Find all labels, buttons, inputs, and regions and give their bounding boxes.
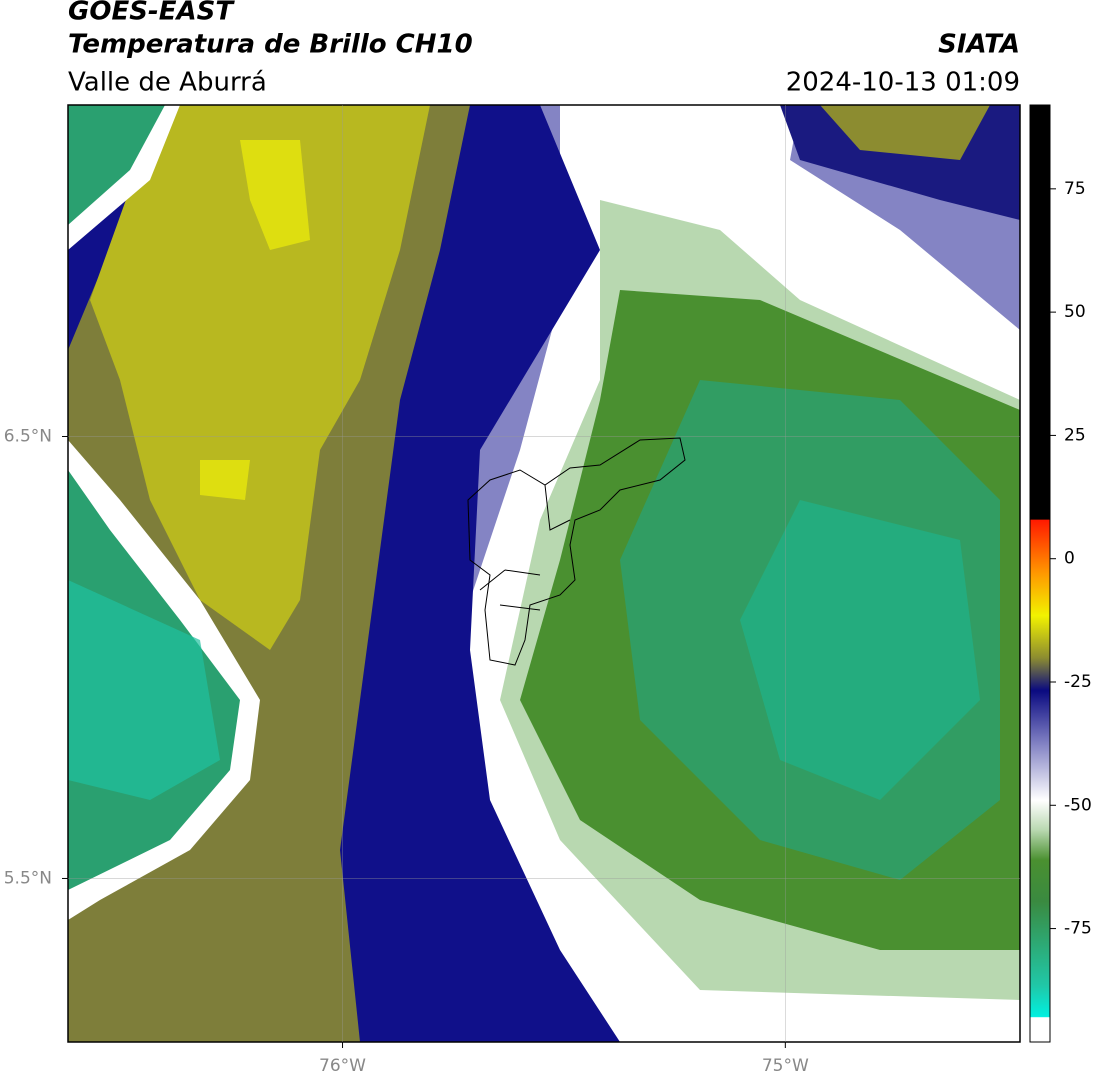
x-tick-label: 75°W: [762, 1056, 809, 1076]
colorbar-tick-label: -25: [1064, 672, 1092, 692]
source: SIATA: [938, 30, 1020, 60]
colorbar-tick-label: 0: [1064, 549, 1075, 569]
colorbar-tick-label: -50: [1064, 795, 1092, 815]
colorbar-tick-label: -75: [1064, 919, 1092, 939]
municipal-boundaries: [467, 437, 686, 666]
map-frame: [67, 104, 1021, 1043]
colorbar-tick-label: 50: [1064, 302, 1086, 322]
y-tick-label: 6.5°N: [4, 426, 52, 446]
colorbar: [1029, 104, 1051, 1043]
subtitle: Temperatura de Brillo CH10: [68, 30, 473, 60]
datetime: 2024-10-13 01:09: [786, 68, 1020, 98]
colorbar-tick-label: 25: [1064, 425, 1086, 445]
title: GOES-EAST: [68, 0, 235, 27]
y-tick-label: 5.5°N: [4, 868, 52, 888]
region: Valle de Aburrá: [68, 68, 267, 98]
map-image: [68, 105, 1020, 1042]
colorbar-tick-label: 75: [1064, 179, 1086, 199]
x-tick-label: 76°W: [319, 1056, 366, 1076]
